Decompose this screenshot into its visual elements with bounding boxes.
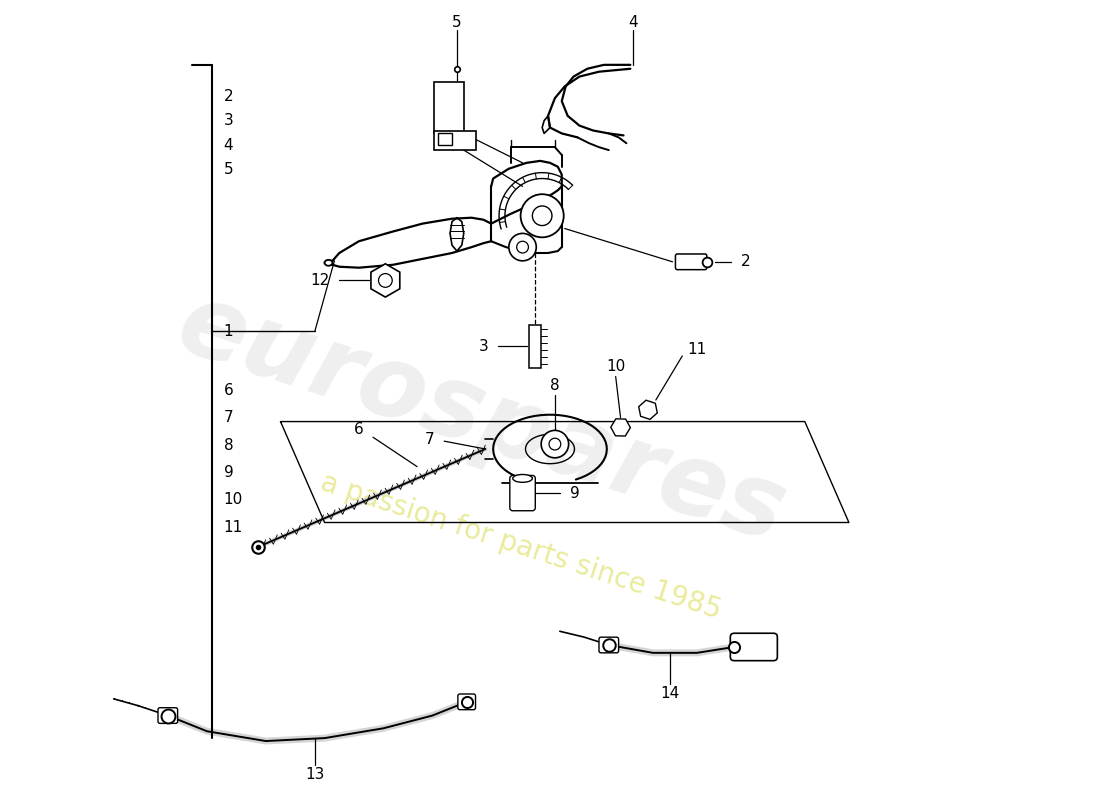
Text: 7: 7 bbox=[223, 410, 233, 425]
Text: 9: 9 bbox=[570, 486, 580, 501]
Text: 4: 4 bbox=[628, 15, 638, 30]
FancyBboxPatch shape bbox=[675, 254, 707, 270]
Text: 13: 13 bbox=[305, 767, 324, 782]
Text: 3: 3 bbox=[478, 338, 488, 354]
Text: 11: 11 bbox=[223, 520, 243, 535]
Text: 2: 2 bbox=[741, 254, 750, 270]
Text: 7: 7 bbox=[425, 432, 435, 446]
Text: 10: 10 bbox=[223, 493, 243, 507]
Text: 9: 9 bbox=[223, 465, 233, 480]
Bar bbox=[434, 82, 464, 134]
Circle shape bbox=[520, 194, 563, 238]
Text: 1: 1 bbox=[223, 324, 233, 339]
Text: 12: 12 bbox=[310, 273, 330, 288]
Text: a passion for parts since 1985: a passion for parts since 1985 bbox=[317, 469, 725, 625]
Circle shape bbox=[541, 430, 569, 458]
Text: 5: 5 bbox=[223, 162, 233, 178]
Ellipse shape bbox=[324, 260, 332, 266]
Text: 6: 6 bbox=[353, 422, 363, 437]
Circle shape bbox=[509, 234, 537, 261]
Bar bbox=[529, 325, 541, 368]
Text: 11: 11 bbox=[688, 342, 706, 357]
FancyBboxPatch shape bbox=[158, 708, 177, 723]
Text: 4: 4 bbox=[223, 138, 233, 153]
Text: 10: 10 bbox=[606, 359, 625, 374]
Bar bbox=[434, 130, 475, 150]
Text: 3: 3 bbox=[223, 114, 233, 128]
Text: 5: 5 bbox=[452, 15, 462, 30]
Ellipse shape bbox=[513, 474, 532, 482]
FancyBboxPatch shape bbox=[600, 637, 618, 653]
Text: 8: 8 bbox=[223, 438, 233, 453]
FancyBboxPatch shape bbox=[509, 475, 536, 510]
Bar bbox=[438, 134, 452, 146]
FancyBboxPatch shape bbox=[730, 634, 778, 661]
Text: 2: 2 bbox=[223, 89, 233, 104]
Text: eurospares: eurospares bbox=[166, 276, 798, 563]
Text: 14: 14 bbox=[660, 686, 679, 702]
Text: 8: 8 bbox=[550, 378, 560, 393]
FancyBboxPatch shape bbox=[458, 694, 475, 710]
Text: 6: 6 bbox=[223, 382, 233, 398]
